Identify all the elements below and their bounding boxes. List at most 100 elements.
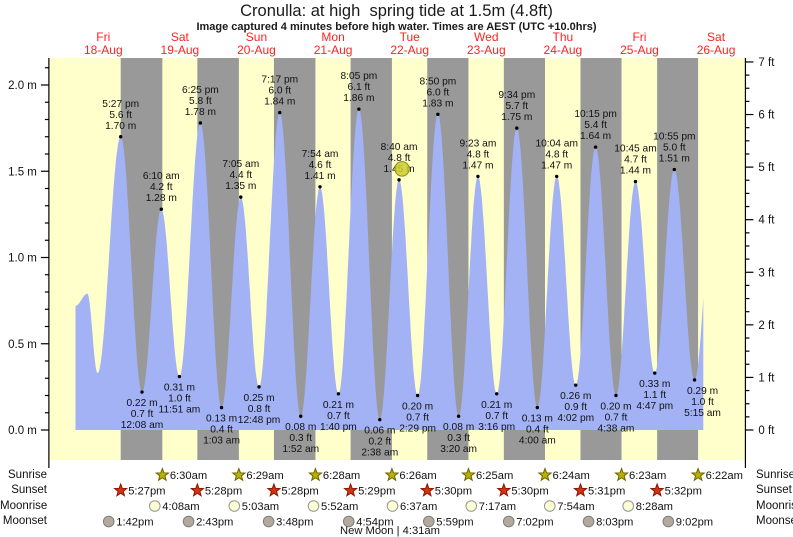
tide-annotation-line: 8:40 am	[381, 142, 418, 153]
y-axis-left-label: 1.0 m	[8, 253, 37, 265]
sunset-time-label: 5:28pm	[205, 486, 242, 498]
tide-annotation-line: 8:05 pm	[340, 71, 377, 82]
tide-annotation-high: 9:23 am4.8 ft1.47 m	[460, 138, 496, 179]
tide-annotation-line: 0.08 m	[285, 422, 316, 433]
y-axis-right-label: 3 ft	[758, 267, 775, 279]
sunrise-row-label-right: Sunrise	[756, 469, 793, 481]
moonrise-icon	[465, 500, 478, 512]
axes	[40, 58, 754, 468]
y-axis-right-label: 6 ft	[758, 110, 775, 122]
tide-area	[75, 109, 704, 430]
tide-annotation-line: 12:08 am	[121, 420, 163, 431]
tide-marker-dot	[177, 374, 182, 379]
sunrise-row-label-left: Sunrise	[8, 469, 47, 481]
tide-marker-dot	[336, 392, 341, 396]
day-label-date: 22-Aug	[390, 43, 429, 57]
sunset-time-label: 5:27pm	[128, 486, 165, 498]
tide-marker-dot	[239, 195, 243, 199]
tide-annotation-low: 0.21 m0.7 ft1:40 pm	[320, 392, 357, 433]
tide-annotation-high: 10:15 pm5.4 ft1.64 m	[574, 109, 617, 149]
day-label-date: 21-Aug	[314, 43, 353, 57]
sunrise-time-label: 6:23am	[629, 470, 666, 482]
tide-annotation-line: 0.4 ft	[526, 425, 549, 436]
moonrise-icon	[386, 500, 399, 512]
tide-annotation-line: 0.21 m	[323, 400, 354, 411]
tide-marker-dot	[278, 110, 282, 115]
sunset-icon	[189, 482, 205, 497]
tide-annotation-line: 6.0 ft	[427, 87, 450, 98]
tide-annotation-line: 10:45 am	[614, 144, 656, 155]
tide-annotation-line: 5.0 ft	[663, 143, 686, 154]
tide-annotation-line: 1.86 m	[343, 93, 374, 104]
tide-annotation-line: 5.4 ft	[584, 120, 607, 131]
day-label-weekday: Thu	[553, 30, 574, 44]
tide-annotation-line: 0.7 ft	[485, 411, 508, 422]
sunrise-icon	[384, 467, 400, 482]
moonrise-icon	[622, 500, 634, 512]
tide-annotation-line: 4:02 pm	[557, 413, 594, 424]
tide-marker-dot	[378, 417, 382, 422]
moonrise-row-label-left: Moonrise	[0, 500, 48, 512]
tide-annotation-line: 4.2 ft	[150, 182, 173, 193]
moonrise-time-label: 7:17am	[479, 501, 516, 513]
tide-annotation-line: 1.35 m	[225, 181, 256, 192]
moonset-time-label: 1:42pm	[116, 517, 153, 529]
sunset-time-label: 5:29pm	[358, 486, 395, 498]
y-axis-right-label: 2 ft	[758, 320, 775, 332]
tide-annotation-line: 7:05 am	[222, 159, 259, 170]
sunrise-icon	[690, 467, 706, 482]
tide-annotation-line: 0.20 m	[402, 402, 433, 413]
sunset-row-label-right: Sunset	[756, 484, 792, 496]
tide-marker-dot	[476, 174, 480, 179]
tide-annotation-line: 1.64 m	[580, 131, 611, 142]
y-axis-right-label: 1 ft	[758, 372, 775, 384]
moon-phase-label: New Moon | 4:31am	[340, 525, 440, 537]
sunset-row-label-left: Sunset	[11, 484, 47, 496]
moonset-icon	[262, 515, 275, 528]
moonset-time-label: 4:54pm	[356, 517, 393, 529]
sunrise-icon	[461, 467, 476, 482]
tide-annotation-high: 9:34 pm5.7 ft1.75 m	[498, 90, 535, 130]
y-axis-right-label: 0 ft	[758, 425, 775, 437]
tide-annotation-line: 5.6 ft	[109, 110, 132, 121]
tide-marker-dot	[219, 405, 224, 410]
moonset-icon	[422, 515, 435, 528]
tide-annotation-line: 0.7 ft	[406, 413, 429, 424]
tide-annotation-line: 11:51 am	[159, 405, 201, 416]
tide-marker-dot	[198, 121, 203, 125]
tide-annotation-line: 6.0 ft	[268, 86, 291, 97]
tide-annotation-line: 3:20 am	[440, 444, 477, 455]
tide-annotation-line: 1.75 m	[501, 112, 532, 123]
sunrise-icon	[307, 467, 323, 482]
tide-annotation-line: 1.0 ft	[691, 397, 714, 408]
tide-annotation-low: 0.08 m0.3 ft1:52 am	[282, 414, 319, 455]
tide-annotation-line: 0.13 m	[522, 414, 553, 425]
tide-annotation-low: 0.20 m0.7 ft4:38 am	[598, 393, 634, 435]
tide-marker-dot	[515, 126, 519, 130]
tide-annotation-line: 9:34 pm	[498, 90, 535, 101]
tide-annotation-high: 6:10 am4.2 ft1.28 m	[143, 171, 180, 211]
tide-annotation-line: 1.84 m	[264, 97, 295, 108]
tide-marker-dot	[593, 145, 598, 149]
tide-annotation-line: 12:48 pm	[238, 415, 280, 426]
tide-annotation-line: 1:52 am	[282, 444, 319, 455]
sunrise-icon	[231, 467, 247, 482]
tide-marker-dot	[535, 405, 540, 410]
day-label-date: 19-Aug	[161, 43, 200, 57]
moonrise-icon	[228, 500, 241, 512]
tide-annotation-line: 4.6 ft	[309, 160, 332, 171]
tide-annotation-line: 0.31 m	[164, 383, 195, 394]
moonrise-time-label: 8:28am	[636, 501, 673, 513]
tide-annotation-line: 0.06 m	[364, 426, 395, 437]
sunrise-time-label: 6:26am	[399, 470, 436, 482]
tide-annotation-line: 0.3 ft	[289, 433, 312, 444]
tide-annotation-line: 0.9 ft	[564, 402, 587, 413]
tide-annotation-line: 0.25 m	[243, 393, 274, 404]
moonrise-time-label: 4:08am	[162, 501, 199, 513]
tide-marker-dot	[140, 390, 144, 394]
tide-annotation-line: 8:50 pm	[419, 76, 456, 87]
tide-annotation-line: 0.7 ft	[131, 409, 154, 420]
